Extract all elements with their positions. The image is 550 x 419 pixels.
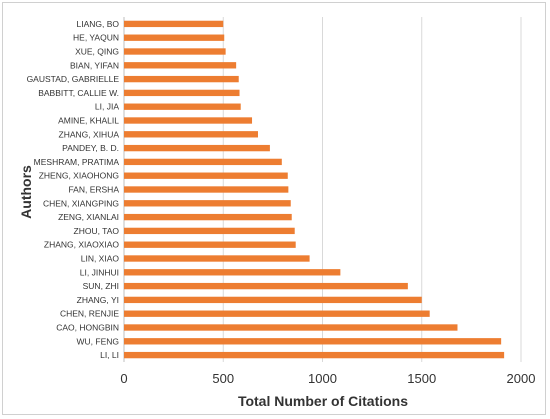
author-label: LI, JIA	[95, 102, 119, 112]
y-axis-title: Authors	[18, 165, 34, 219]
bar	[124, 89, 240, 97]
author-label: ZHANG, XIHUA	[59, 129, 120, 139]
bar	[124, 338, 502, 345]
author-label: HE, YAQUN	[73, 33, 119, 43]
author-label: ZHOU, TAO	[74, 226, 120, 236]
author-label: LIN, XIAO	[81, 254, 120, 264]
author-label: CHEN, RENJIE	[60, 309, 119, 319]
x-axis-title: Total Number of Citations	[238, 393, 408, 409]
bar	[124, 241, 296, 248]
bar	[124, 103, 241, 110]
bars	[124, 20, 505, 359]
bar	[124, 296, 422, 304]
bar	[124, 269, 341, 276]
author-label: WU, FENG	[77, 336, 120, 346]
bar	[124, 213, 292, 221]
bar	[124, 282, 408, 290]
author-label: ZHANG, XIAOXIAO	[44, 240, 119, 250]
author-label: LI, JINHUI	[80, 267, 119, 277]
author-label: GAUSTAD, GABRIELLE	[27, 74, 120, 84]
author-label: BIAN, YIFAN	[70, 60, 119, 70]
author-label: SUN, ZHI	[83, 281, 119, 291]
x-tick-labels: 0 500 1000 1500 2000	[120, 371, 535, 386]
author-label: ZHENG, XIAOHONG	[39, 171, 119, 181]
bar	[124, 20, 224, 28]
author-label: BABBITT, CALLIE W.	[38, 88, 119, 98]
bar	[124, 131, 258, 138]
author-label: PANDEY, B. D.	[62, 143, 119, 153]
author-label: MESHRAM, PRATIMA	[34, 157, 120, 167]
bar	[124, 34, 225, 41]
bar	[124, 48, 226, 55]
author-label: LI, LI	[100, 350, 119, 360]
bar	[124, 144, 270, 152]
bar	[124, 200, 291, 207]
author-label: ZHANG, YI	[77, 295, 119, 305]
author-label: FAN, ERSHA	[68, 185, 119, 195]
author-label: AMINE, KHALIL	[58, 116, 119, 126]
category-labels: LIANG, BO HE, YAQUN XUE, QING BIAN, YIFAN GA…	[27, 19, 120, 360]
bar	[124, 324, 458, 331]
x-tick-label: 500	[212, 371, 234, 386]
bar	[124, 117, 253, 124]
chart-frame	[2, 2, 546, 415]
author-label: ZENG, XIANLAI	[58, 212, 119, 222]
bar	[124, 227, 295, 235]
bar	[124, 310, 430, 317]
author-label: LIANG, BO	[76, 19, 119, 29]
author-label: XUE, QING	[75, 47, 119, 57]
x-tick-label: 0	[120, 371, 127, 386]
bar	[124, 351, 505, 359]
bar	[124, 158, 282, 166]
x-tick-label: 2000	[507, 371, 536, 386]
bar	[124, 172, 288, 179]
bar	[124, 255, 310, 262]
author-label: CHEN, XIANGPING	[43, 198, 119, 208]
x-tick-label: 1500	[407, 371, 436, 386]
bar	[124, 186, 289, 193]
author-label: CAO, HONGBIN	[56, 323, 119, 333]
bar	[124, 62, 237, 69]
x-tick-label: 1000	[308, 371, 337, 386]
bar	[124, 75, 239, 83]
